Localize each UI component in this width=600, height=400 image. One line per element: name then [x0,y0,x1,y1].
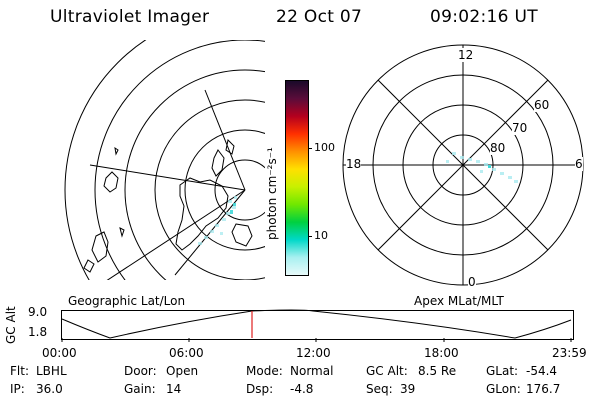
footer-dsp-value: -4.8 [290,382,314,396]
mlt-label-12: 12 [458,48,474,62]
aurora-emission [198,196,237,245]
footer-door-value: Open [166,364,199,378]
footer-glon-value: 176.7 [526,382,561,396]
altitude-xtick-2359: 23:59 [552,346,587,360]
mlt-label-18: 18 [346,157,362,171]
footer-door-key: Door: [124,364,157,378]
mlat-label-60: 60 [534,98,550,112]
footer-glon-key: GLon: [486,382,521,396]
altitude-plot-frame [61,310,574,340]
altitude-ylabel: GC Alt [4,306,18,344]
altitude-curve [61,309,572,339]
mlat-label-70: 70 [512,121,528,135]
colorbar [285,80,309,276]
altitude-xtick-0600: 06:00 [169,346,204,360]
footer-flt-value: LBHL [36,364,67,378]
footer-gain-value: 14 [166,382,182,396]
footer-seq-value: 39 [400,382,416,396]
footer-dsp-key: Dsp: [246,382,274,396]
altitude-xtick-1800: 18:00 [424,346,459,360]
footer-gcalt-value: 8.5 Re [418,364,457,378]
instrument-title: Ultraviolet Imager [50,7,210,27]
geo-panel-label: Geographic Lat/Lon [68,294,186,308]
footer-gain-key: Gain: [124,382,156,396]
colorbar-tick-100: 100 [314,141,335,154]
mlt-label-0: 0 [468,275,476,289]
polar-panel-label: Apex MLat/MLT [414,294,504,308]
footer-ip-value: 36.0 [36,382,63,396]
footer-glat-value: -54.4 [526,364,558,378]
footer-mode-value: Normal [290,364,334,378]
polar-aurora-emission [446,152,518,183]
altitude-xtick-1200: 12:00 [296,346,331,360]
colorbar-tick-10: 10 [314,229,328,242]
footer-ip-key: IP: [10,382,25,396]
colorbar-gradient [286,81,308,275]
mlat-label-80: 80 [490,141,506,155]
footer-flt-key: Flt: [10,364,29,378]
coastline [83,138,253,273]
mlt-label-6: 6 [575,157,583,171]
footer-seq-key: Seq: [366,382,393,396]
date-label: 22 Oct 07 [276,7,363,27]
footer-gcalt-key: GC Alt: [366,364,408,378]
altitude-xtick-0000: 00:00 [42,346,77,360]
footer-glat-key: GLat: [486,364,519,378]
altitude-ytick-1-8: 1.8 [28,325,48,339]
footer-mode-key: Mode: [246,364,283,378]
time-label: 09:02:16 UT [430,7,538,27]
altitude-ytick-9: 9.0 [28,305,48,319]
